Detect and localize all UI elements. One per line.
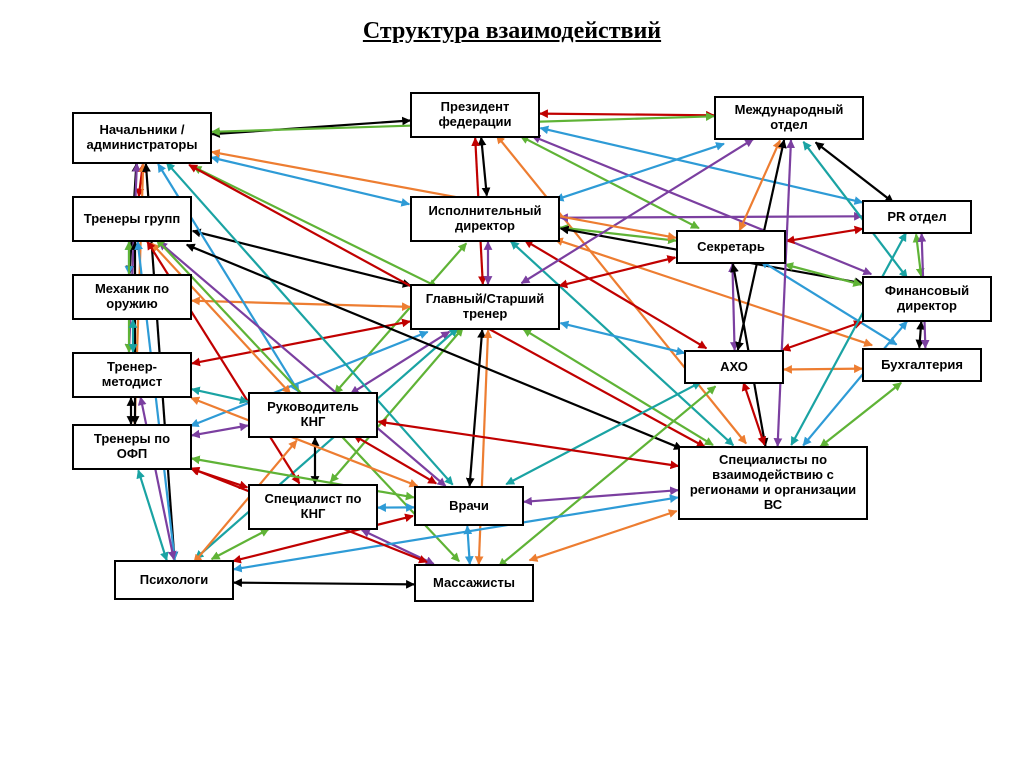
edge-head_coach-mechanic [192, 301, 410, 307]
node-pr: PR отдел [862, 200, 972, 234]
node-group_tr: Тренеры групп [72, 196, 192, 242]
edge-president-intl [540, 114, 714, 116]
node-fin_dir: Финансовый директор [862, 276, 992, 322]
edge-head_coach-kng_head [351, 332, 450, 394]
edge-intl-region [778, 140, 791, 446]
node-heads: Начальники / администраторы [72, 112, 212, 164]
node-kng_head: Руководитель КНГ [248, 392, 378, 438]
edge-psych-ofp [138, 470, 166, 560]
node-exec_dir: Исполнительный директор [410, 196, 560, 242]
node-method: Тренер-методист [72, 352, 192, 398]
edge-head_coach-aho [561, 323, 685, 353]
node-kng_spec: Специалист по КНГ [248, 484, 378, 530]
edge-aho-doctors [506, 382, 701, 484]
edge-exec_dir-pr [560, 216, 862, 217]
node-accounting: Бухгалтерия [862, 348, 982, 382]
edge-accounting-aho [784, 369, 862, 370]
edge-president-exec_dir [481, 138, 487, 196]
edge-head_coach-region [523, 329, 713, 445]
node-psych: Психологи [114, 560, 234, 600]
edge-fin_dir-accounting [919, 322, 921, 348]
node-president: Президент федерации [410, 92, 540, 138]
edge-psych-massage [234, 583, 414, 585]
edge-accounting-region [820, 383, 901, 447]
edge-secretary-pr [787, 229, 863, 241]
node-region: Специалисты по взаимодействию с регионам… [678, 446, 868, 520]
node-doctors: Врачи [414, 486, 524, 526]
diagram-canvas: Начальники / администраторы Президент фед… [0, 0, 1024, 767]
node-secretary: Секретарь [676, 230, 786, 264]
node-ofp: Тренеры по ОФП [72, 424, 192, 470]
edge-kng_head-method [192, 389, 248, 401]
edge-head_coach-doctors [470, 330, 483, 486]
node-massage: Массажисты [414, 564, 534, 602]
edge-kng_head-ofp [192, 426, 248, 436]
node-intl: Международный отдел [714, 96, 864, 140]
edge-exec_dir-heads [211, 158, 409, 205]
edge-aho-region [744, 383, 765, 445]
node-mechanic: Механик по оружию [72, 274, 192, 320]
node-aho: АХО [684, 350, 784, 384]
edge-head_coach-method [192, 321, 410, 363]
edge-group_tr-doctors [159, 242, 446, 486]
node-head_coach: Главный/Старший тренер [410, 284, 560, 330]
edge-head_coach-heads [193, 167, 437, 287]
edge-fin_dir-pr [916, 234, 921, 276]
